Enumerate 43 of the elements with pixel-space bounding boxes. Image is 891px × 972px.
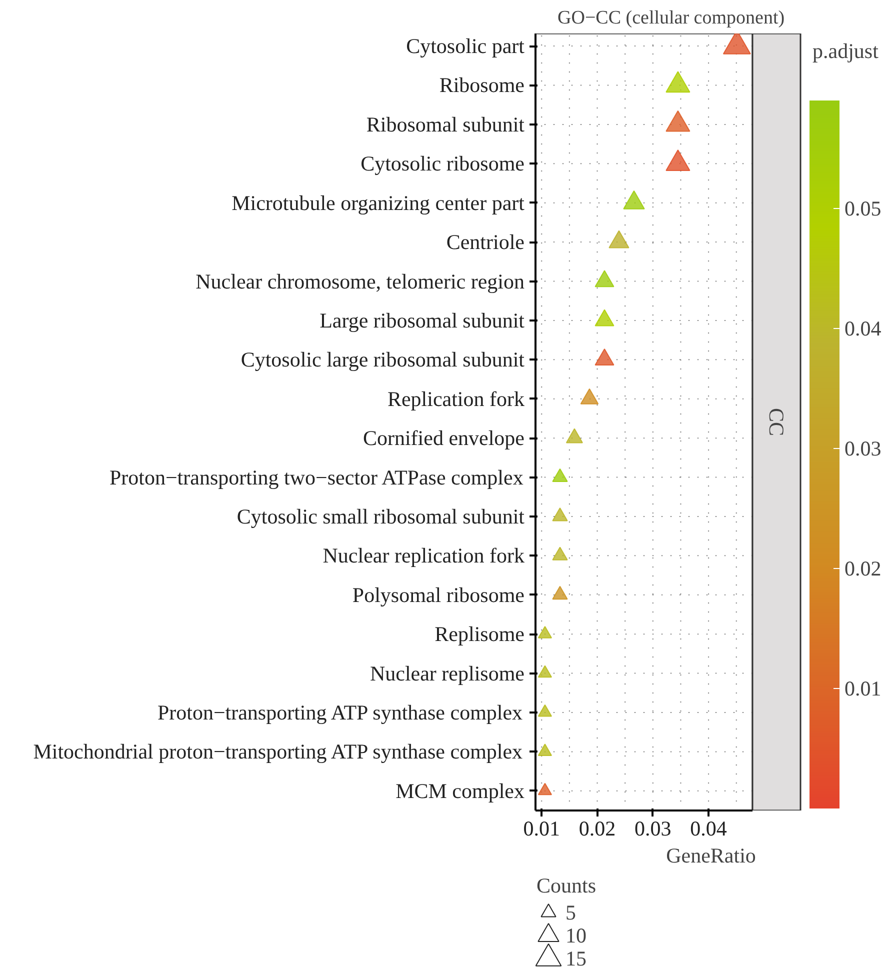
point [552,586,568,600]
y-tick-label: Ribosome [439,73,525,98]
y-tick-label: Cytosolic ribosome [360,152,525,176]
y-tick-label: Microtubule organizing center part [232,190,525,215]
point [580,388,599,404]
color-bar-label: 0.01 [844,676,882,700]
color-bar-label: 0.02 [844,556,882,580]
y-tick-label: Centriole [446,230,525,254]
color-bar-label: 0.03 [844,436,882,460]
y-tick-label: Large ribosomal subunit [320,308,525,332]
legend-title: Counts [536,874,596,898]
y-tick-label: MCM complex [396,778,525,803]
y-tick-label: Cytosolic part [406,34,525,58]
y-tick-label: Cytosolic large ribosomal subunit [240,348,525,372]
y-tick-label: Mitochondrial proton−transporting ATP synthase complex [33,740,524,764]
y-tick-label: Ribosomal subunit [366,112,525,136]
y-tick-label: Nuclear replisome [370,661,525,686]
x-tick-label: 0.03 [634,816,672,840]
y-tick-label: Polysomal ribosome [352,582,525,607]
x-tick-label: 0.04 [690,816,728,840]
legend-label: 5 [566,900,576,924]
x-tick-label: 0.01 [523,816,560,840]
y-tick-label: Proton−transporting two−sector ATPase complex [109,465,524,490]
x-tick-label: 0.02 [578,816,616,840]
text: CC [764,408,788,436]
point [594,270,614,288]
point [566,428,583,444]
color-bar-label: 0.05 [844,196,882,220]
legend-label: 15 [566,946,586,970]
y-tick-label: Cytosolic small ribosomal subunit [236,504,525,528]
y-tick-label: Nuclear chromosome, telomeric region [196,269,525,294]
legend-label: 10 [566,924,586,948]
y-tick-label: Nuclear replication fork [322,544,525,568]
y-tick-label: Proton−transporting ATP synthase complex [157,700,524,724]
y-tick-label: Replisome [434,622,525,646]
color-bar-title: p.adjust [812,39,879,64]
y-tick-label: Cornified envelope [362,426,524,450]
color-bar-label: 0.04 [844,316,882,340]
x-axis-title: GeneRatio [666,844,756,868]
point [552,468,568,482]
chart-title: GO−CC (cellular component) [558,8,785,28]
y-tick-label: Replication fork [387,386,525,411]
point [594,309,614,326]
